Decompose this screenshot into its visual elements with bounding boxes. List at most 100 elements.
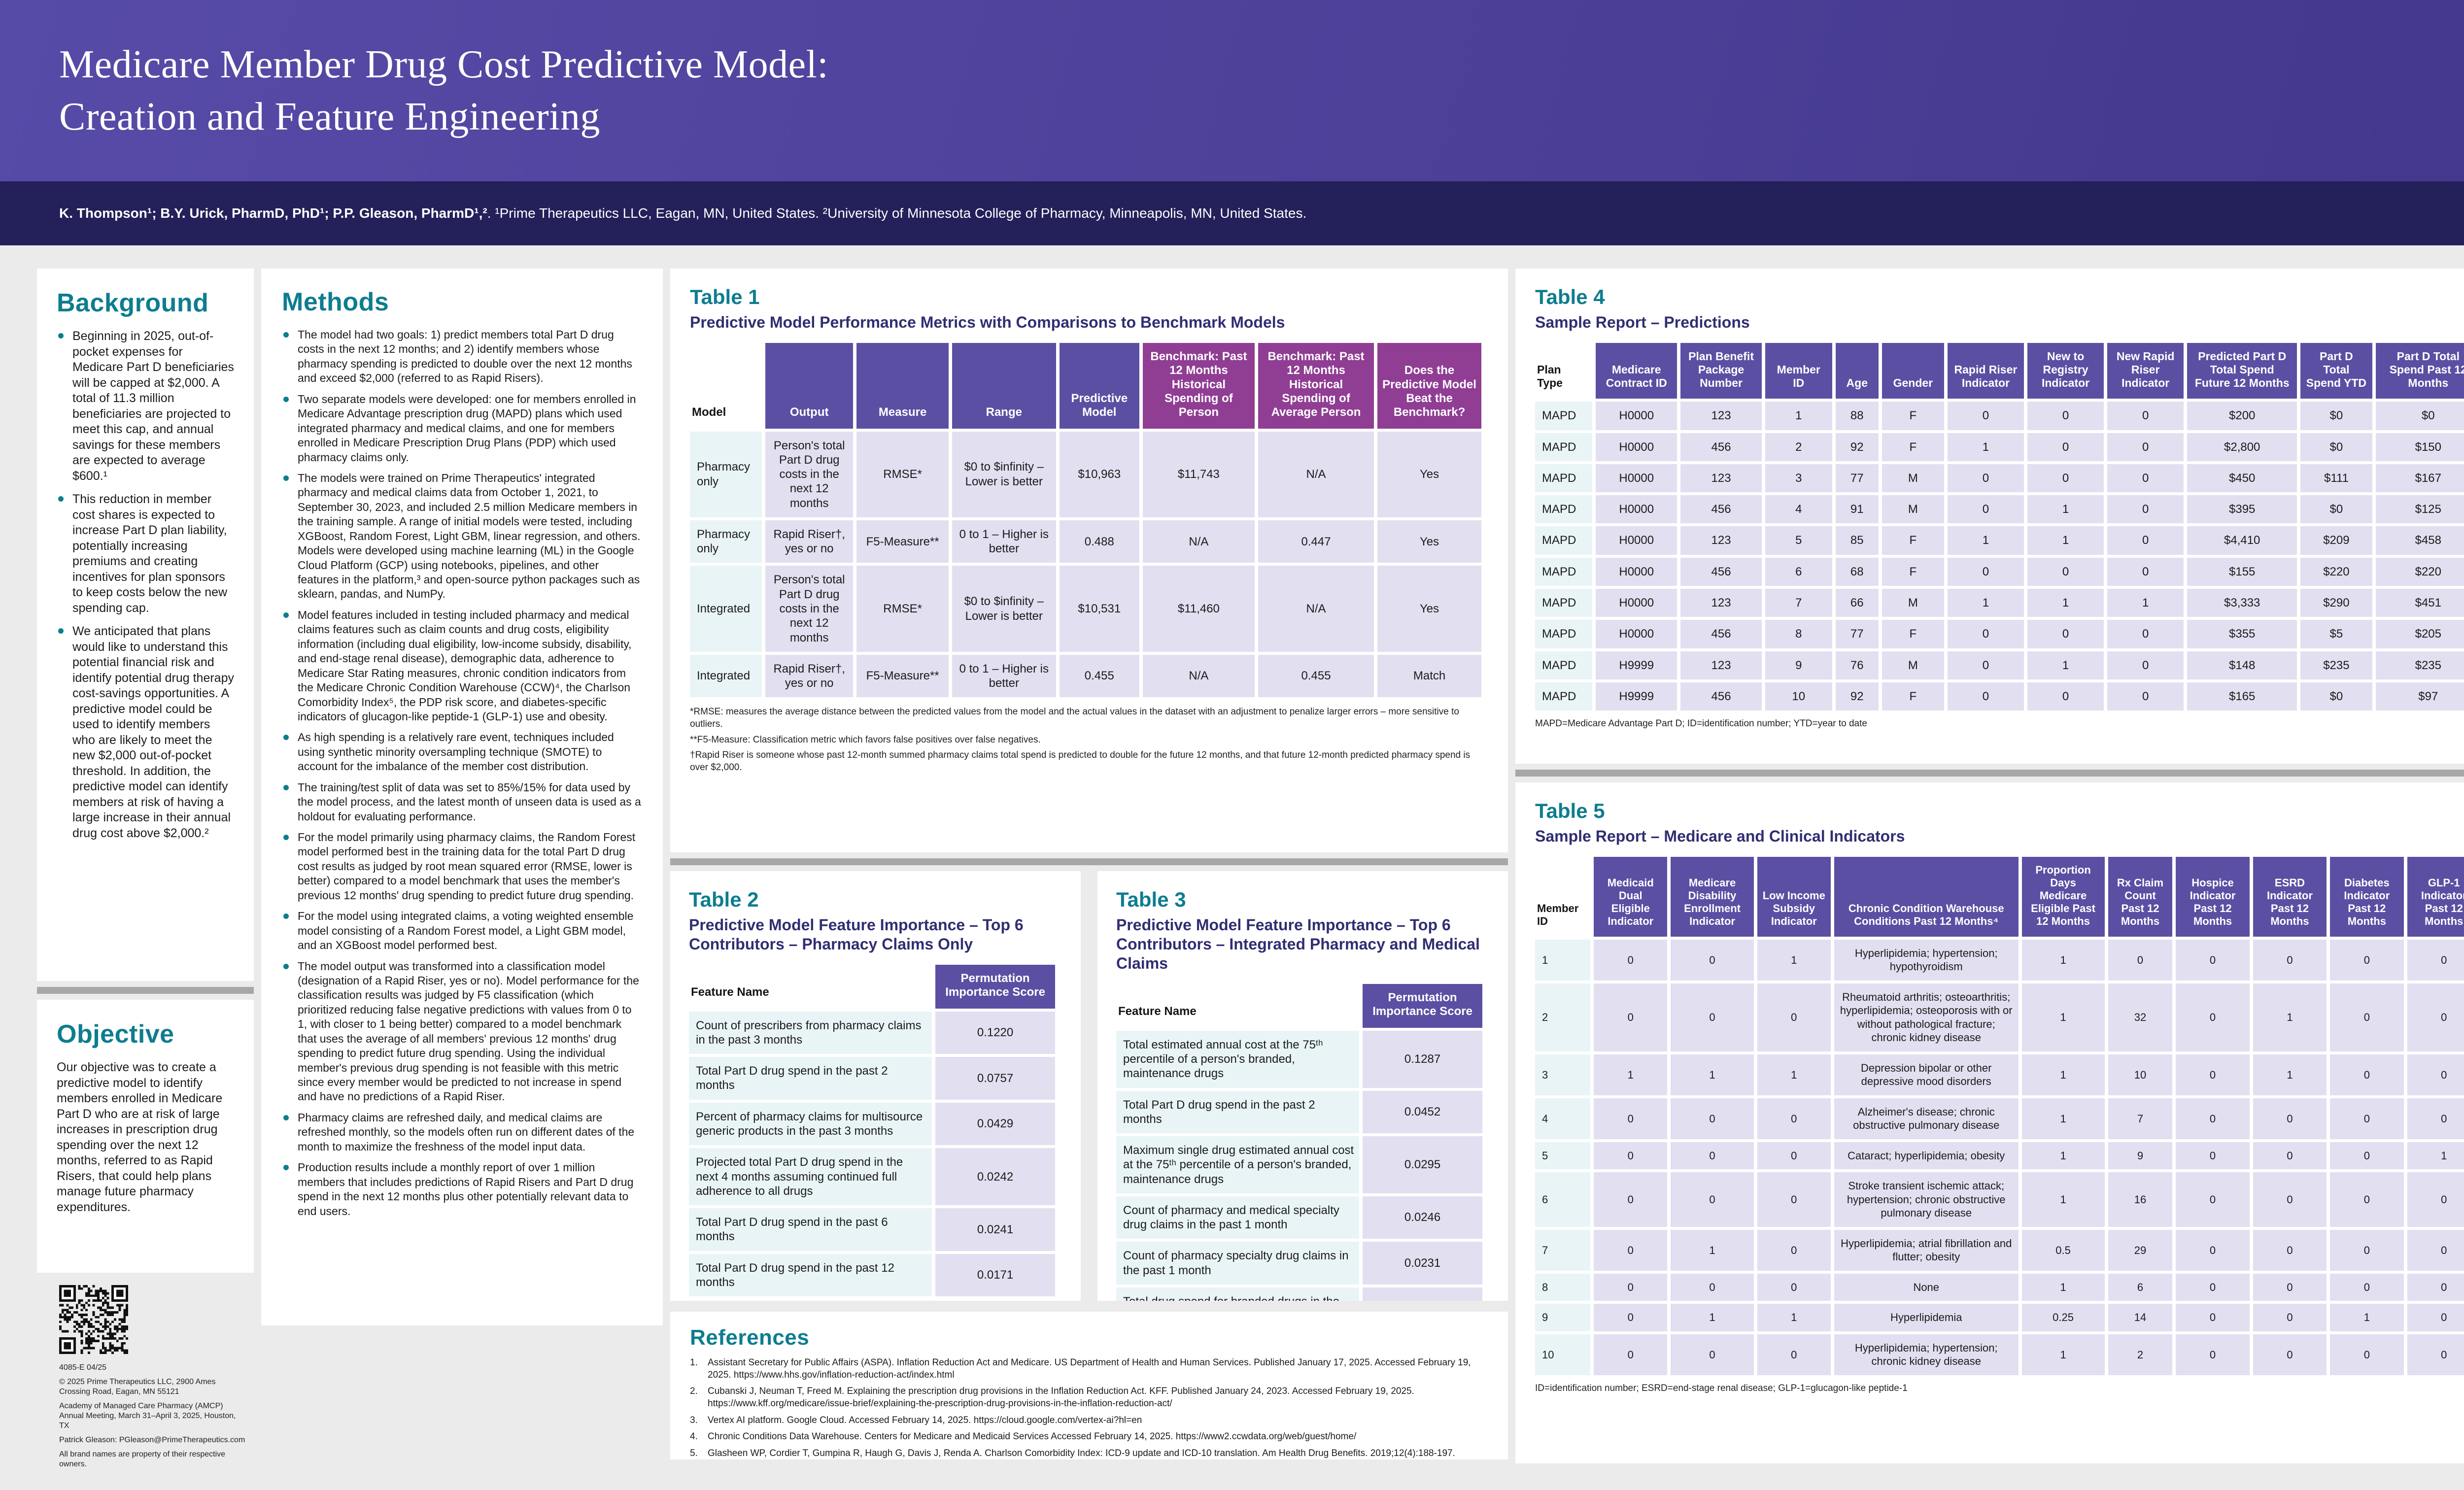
table5-title: Sample Report – Medicare and Clinical In… (1535, 827, 1905, 845)
data-cell: F5-Measure** (856, 654, 949, 698)
list-item-text: Model features included in testing inclu… (298, 608, 632, 723)
data-cell: 6 (1765, 557, 1832, 586)
data-cell: Yes (1377, 520, 1481, 563)
data-cell: 0 (2176, 1098, 2250, 1139)
column-header: Permutation Importance Score (1363, 984, 1482, 1028)
data-cell: 0 (2407, 1098, 2464, 1139)
row-header-cell: MAPD (1535, 620, 1593, 648)
column-header: Rapid Riser Indicator (1947, 343, 2024, 399)
data-cell: M (1882, 495, 1944, 524)
data-cell: $155 (2187, 557, 2297, 586)
data-cell: 0.455 (1258, 654, 1374, 698)
data-cell: 0.0175 (1363, 1287, 1482, 1301)
data-cell: 1 (2407, 1142, 2464, 1170)
list-number: 1. (690, 1357, 698, 1368)
data-cell: 91 (1835, 495, 1879, 524)
list-item-text: As high spending is a relatively rare ev… (298, 731, 614, 773)
data-cell: N/A (1142, 520, 1255, 563)
data-cell: 0 (1757, 1142, 1831, 1170)
table-row: Total Part D drug spend in the past 6 mo… (689, 1208, 1055, 1251)
row-header-cell: Total Part D drug spend in the past 6 mo… (689, 1208, 932, 1251)
table-row: Integrated Rapid Riser†, yes or no F5-Meas… (690, 654, 1481, 698)
table-row: 7 0 1 0 Hyperlipidemia; atrial fibrillation … (1535, 1229, 2464, 1271)
list-item-text: Beginning in 2025, out-of-pocket expense… (72, 329, 234, 483)
column-header: Age (1835, 343, 1879, 399)
row-header-cell: 1 (1535, 939, 1591, 981)
data-cell: 9 (1765, 651, 1832, 679)
data-cell: 1 (2253, 983, 2327, 1051)
data-cell: $220 (2300, 557, 2372, 586)
list-item-text: Assistant Secretary for Public Affairs (… (708, 1357, 1471, 1380)
data-cell: 0 (2107, 651, 2184, 679)
table-row: Percent of pharmacy claims for multisour… (689, 1102, 1055, 1146)
column-header: Rx Claim Count Past 12 Months (2108, 857, 2173, 937)
data-cell: H0000 (1596, 589, 1677, 617)
data-cell: 456 (1680, 557, 1762, 586)
table-row: Total Part D drug spend in the past 2 mo… (689, 1057, 1055, 1100)
data-cell: 0 (2176, 1229, 2250, 1271)
data-cell: 1 (1757, 939, 1831, 981)
table-row: MAPD H9999 456 10 92 F 0 0 0 $165 $0 $97 (1535, 682, 2464, 711)
data-cell: $125 (2375, 495, 2464, 524)
data-cell: N/A (1258, 566, 1374, 652)
data-cell: $0 (2300, 495, 2372, 524)
table-row: Pharmacy only Rapid Riser†, yes or no F5-M… (690, 520, 1481, 563)
column-header: New Rapid Riser Indicator (2107, 343, 2184, 399)
list-item: Pharmacy claims are refreshed daily, and… (282, 1111, 642, 1154)
table3-title: Predictive Model Feature Importance – To… (1116, 916, 1480, 973)
list-item: Two separate models were developed: one … (282, 392, 642, 465)
table-row: 2 0 0 0 Rheumatoid arthritis; osteoarthritis… (1535, 983, 2464, 1051)
data-cell: F (1882, 526, 1944, 555)
table-row: 9 0 1 1 Hyperlipidemia 0.25 14 0 0 1 0 (1535, 1304, 2464, 1331)
column-header: Output (765, 343, 854, 429)
references-list: 1. Assistant Secretary for Public Affairs… (690, 1357, 1488, 1459)
data-cell: 0 (1671, 1098, 1754, 1139)
data-cell: 0 (2108, 939, 2173, 981)
column-header: Predicted Part D Total Spend Future 12 M… (2187, 343, 2297, 399)
data-cell: 0 (2107, 464, 2184, 493)
row-header-cell: Total drug spend for branded drugs in th… (1116, 1287, 1360, 1301)
bullet-icon (282, 608, 298, 724)
data-cell: $11,460 (1142, 566, 1255, 652)
data-cell: Hyperlipidemia; hypertension; hypothyroi… (1834, 939, 2019, 981)
data-cell: F (1882, 682, 1944, 711)
data-cell: 0 (2107, 620, 2184, 648)
data-cell: 1 (2021, 939, 2105, 981)
list-item: 5. Glasheen WP, Cordier T, Gumpina R, Hau… (690, 1448, 1488, 1459)
data-cell: 0 (2330, 983, 2404, 1051)
data-cell: $458 (2375, 526, 2464, 555)
row-header-cell: Integrated (690, 654, 762, 698)
data-cell: $0 (2300, 682, 2372, 711)
data-cell: 0.0452 (1363, 1090, 1482, 1134)
table-row: Pharmacy only Person's total Part D drug … (690, 431, 1481, 517)
data-cell: 1 (1757, 1054, 1831, 1095)
data-cell: N/A (1142, 654, 1255, 698)
data-cell: 0 (2176, 1304, 2250, 1331)
data-cell: Match (1377, 654, 1481, 698)
column-header: Part D Total Spend Past 12 Months (2375, 343, 2464, 399)
table1: Model Output Measure Range Predictive Model B… (690, 340, 1488, 700)
poster-code: 4085-E 04/25 (59, 1363, 107, 1372)
data-cell: 0 (2107, 682, 2184, 711)
list-item: *RMSE: measures the average distance bet… (690, 706, 1488, 730)
data-cell: $209 (2300, 526, 2372, 555)
data-cell: 0 (2027, 682, 2104, 711)
data-cell: 0 (2253, 1098, 2327, 1139)
data-cell: 10 (2108, 1054, 2173, 1095)
header-row: Feature Name Permutation Importance Score (689, 965, 1055, 1009)
data-cell: 0.0246 (1363, 1196, 1482, 1239)
data-cell: 0 (1594, 1142, 1668, 1170)
table-row: 8 0 0 0 None 1 6 0 0 0 0 (1535, 1273, 2464, 1301)
data-cell: RMSE* (856, 431, 949, 517)
header-row: Member ID Medicaid Dual Eligible Indicato… (1535, 857, 2464, 937)
column-header: Gender (1882, 343, 1944, 399)
list-number: 4. (690, 1431, 698, 1442)
poster-header: Medicare Member Drug Cost Predictive Mod… (0, 0, 2464, 181)
data-cell: 5 (1765, 526, 1832, 555)
table1-footnotes: *RMSE: measures the average distance bet… (690, 706, 1488, 774)
row-header-cell: 2 (1535, 983, 1591, 1051)
data-cell: 0.0231 (1363, 1242, 1482, 1285)
column-header: Proportion Days Medicare Eligible Past 1… (2021, 857, 2105, 937)
column-header: Permutation Importance Score (935, 965, 1055, 1009)
data-cell: 1 (1757, 1304, 1831, 1331)
